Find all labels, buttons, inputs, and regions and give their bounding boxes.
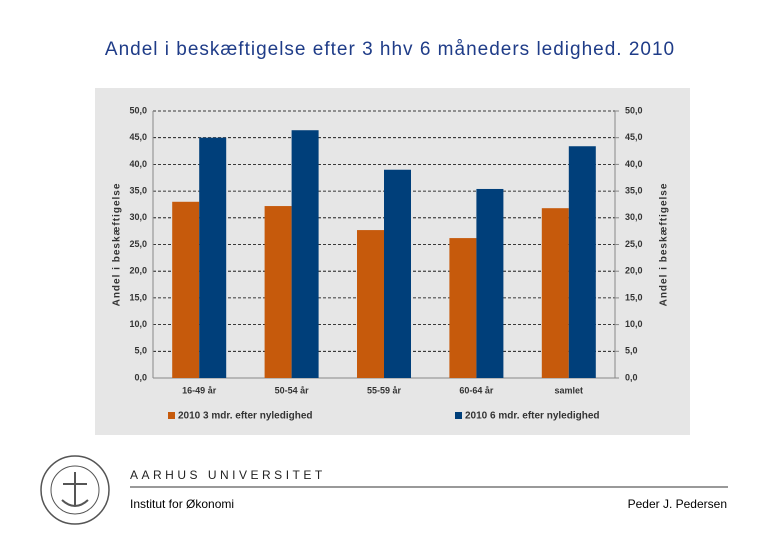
- university-name: AARHUS UNIVERSITET: [130, 468, 326, 482]
- bar: [264, 206, 292, 378]
- y-tick-label: 45,0: [129, 132, 147, 142]
- y-tick-label: 10,0: [129, 319, 147, 329]
- y2-tick-label: 20,0: [625, 266, 643, 276]
- x-tick-label: 55-59 år: [367, 385, 402, 395]
- y-tick-label: 50,0: [129, 105, 147, 115]
- y2-tick-label: 10,0: [625, 319, 643, 329]
- y-tick-label: 25,0: [129, 239, 147, 249]
- legend-swatch: [168, 412, 175, 419]
- bar: [449, 238, 477, 378]
- legend-label: 2010 6 mdr. efter nyledighed: [465, 411, 600, 422]
- y2-axis-label: Andel i beskæftigelse: [659, 183, 670, 307]
- bar: [384, 169, 411, 378]
- y2-tick-label: 5,0: [625, 346, 638, 356]
- y-axis-label: Andel i beskæftigelse: [112, 183, 123, 307]
- y-tick-label: 35,0: [129, 185, 147, 195]
- x-tick-label: 50-54 år: [275, 385, 310, 395]
- bar: [541, 208, 569, 378]
- bar: [172, 201, 200, 378]
- y2-tick-label: 30,0: [625, 212, 643, 222]
- y2-tick-label: 40,0: [625, 159, 643, 169]
- author: Peder J. Pedersen: [628, 497, 727, 511]
- y-tick-label: 20,0: [129, 266, 147, 276]
- y2-tick-label: 25,0: [625, 239, 643, 249]
- slide-title: Andel i beskæftigelse efter 3 hhv 6 måne…: [105, 39, 675, 60]
- x-tick-label: samlet: [555, 385, 584, 395]
- y2-tick-label: 0,0: [625, 372, 638, 382]
- y-tick-label: 40,0: [129, 159, 147, 169]
- bar: [476, 188, 504, 378]
- bar: [291, 130, 319, 378]
- bar: [357, 230, 384, 378]
- legend-swatch: [455, 412, 462, 419]
- department: Institut for Økonomi: [130, 497, 234, 511]
- y2-tick-label: 35,0: [625, 185, 643, 195]
- x-tick-label: 60-64 år: [459, 385, 494, 395]
- y2-tick-label: 50,0: [625, 105, 643, 115]
- bar: [199, 137, 227, 378]
- bar: [568, 146, 596, 378]
- y-tick-label: 30,0: [129, 212, 147, 222]
- y-tick-label: 15,0: [129, 292, 147, 302]
- y2-tick-label: 15,0: [625, 292, 643, 302]
- y-tick-label: 0,0: [134, 372, 147, 382]
- y2-tick-label: 45,0: [625, 132, 643, 142]
- x-tick-label: 16-49 år: [182, 385, 217, 395]
- logo: [40, 455, 110, 525]
- y-tick-label: 5,0: [134, 346, 147, 356]
- legend-label: 2010 3 mdr. efter nyledighed: [178, 411, 313, 422]
